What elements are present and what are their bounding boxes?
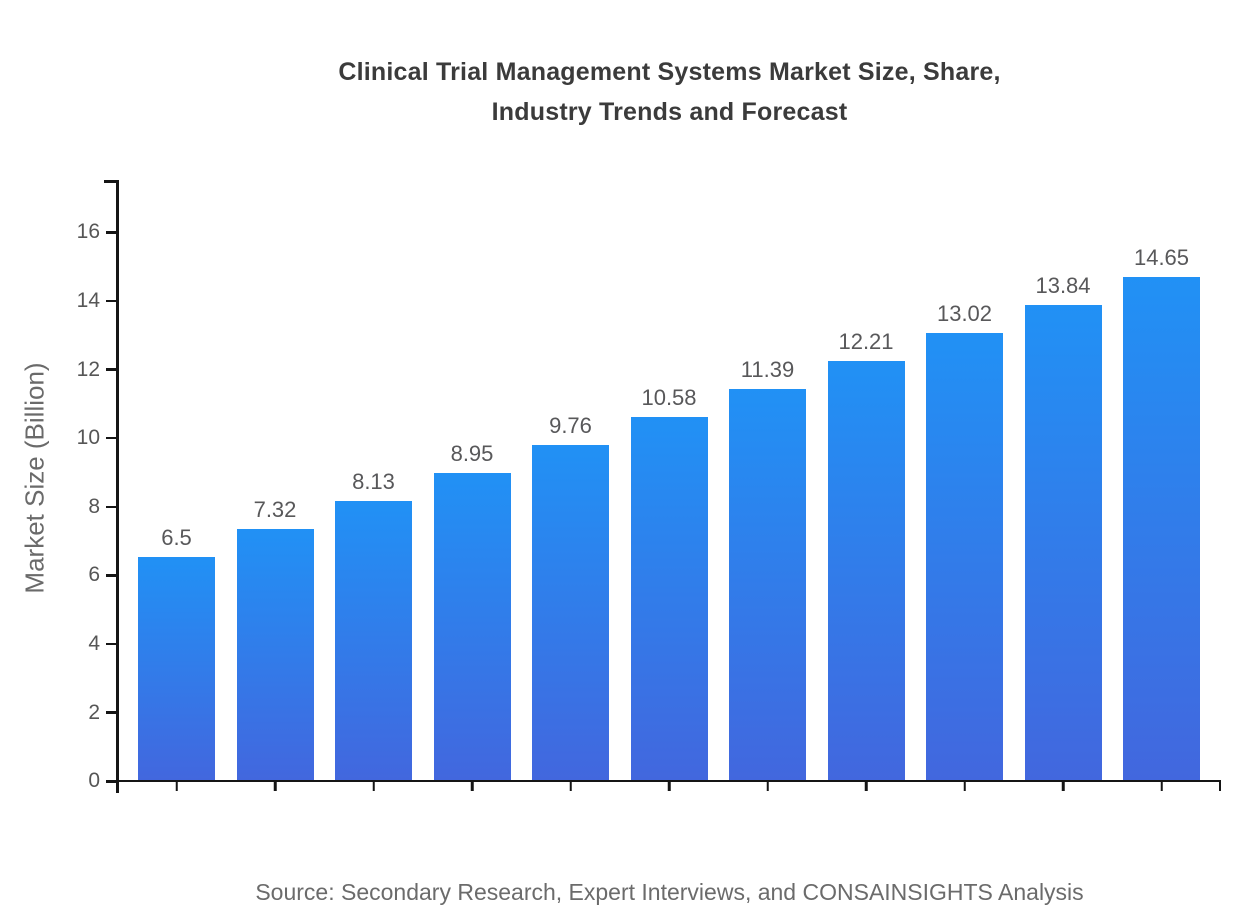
x-tick (569, 780, 572, 791)
bar-2030 (827, 361, 905, 780)
bar-2024 (236, 528, 314, 780)
bar-value-label: 9.76 (549, 413, 592, 439)
x-tick (963, 780, 966, 791)
x-axis-end-tick (1218, 779, 1221, 791)
y-tick-label: 16 (76, 220, 100, 244)
x-tick (175, 780, 178, 791)
bar-2033 (1123, 277, 1200, 780)
y-tick (106, 780, 118, 783)
bar-value-label: 14.65 (1133, 245, 1190, 271)
bar-value-label: 7.32 (253, 496, 297, 522)
y-tick-label: 8 (88, 494, 100, 518)
bar-value-label: 8.13 (352, 469, 395, 495)
x-tick (470, 780, 474, 791)
x-tick (1160, 780, 1163, 791)
x-tick (273, 780, 277, 791)
bar-value-label: 13.84 (1035, 273, 1091, 299)
bar-value-label: 12.21 (838, 329, 894, 355)
bar-2029 (729, 389, 806, 780)
y-tick (106, 505, 118, 508)
bar-value-label: 6.5 (161, 524, 192, 550)
bar-2026 (433, 472, 511, 780)
plot-area: 0 2 4 6 8 10 12 14 16 6.5 7.32 8.13 8.95 9.76 10.58 11… (77, 180, 1221, 793)
y-tick-label: 4 (88, 632, 100, 655)
bar-2032 (1024, 305, 1102, 780)
source-caption: Source: Secondary Research, Expert Inter… (255, 879, 1084, 905)
x-tick (766, 780, 769, 791)
x-tick (864, 780, 868, 791)
y-tick (106, 299, 118, 303)
bar-2023 (138, 556, 215, 780)
y-tick (106, 368, 118, 371)
y-tick-label: 14 (76, 288, 100, 312)
x-tick (1061, 780, 1065, 791)
bar-2031 (926, 333, 1003, 780)
chart-title-line2: Industry Trends and Forecast (491, 98, 848, 126)
x-tick (667, 780, 671, 791)
x-tick (372, 780, 375, 791)
chart-title-line1: Clinical Trial Management Systems Market… (338, 58, 1001, 86)
y-tick-label: 0 (88, 769, 100, 793)
y-tick (106, 436, 118, 440)
chart-title: Clinical Trial Management Systems Market… (118, 52, 1221, 132)
bar-2028 (630, 416, 708, 780)
bar-2025 (335, 501, 412, 780)
y-tick (106, 642, 118, 646)
y-axis-end-tick (104, 180, 118, 183)
y-tick (106, 711, 118, 714)
y-tick-label: 10 (76, 426, 100, 450)
y-tick-label: 2 (88, 700, 100, 724)
y-tick-label: 12 (76, 357, 100, 381)
bar-value-label: 11.39 (740, 357, 795, 383)
bar-2027 (532, 445, 609, 780)
bar-value-label: 13.02 (936, 301, 993, 327)
bar-value-label: 8.95 (450, 440, 494, 466)
y-tick-label: 6 (88, 563, 100, 587)
bar-value-label: 10.58 (641, 384, 697, 410)
y-tick (106, 231, 118, 234)
y-axis-line (116, 180, 119, 793)
y-tick (106, 574, 118, 577)
y-axis-title: Market Size (Billion) (19, 362, 50, 594)
